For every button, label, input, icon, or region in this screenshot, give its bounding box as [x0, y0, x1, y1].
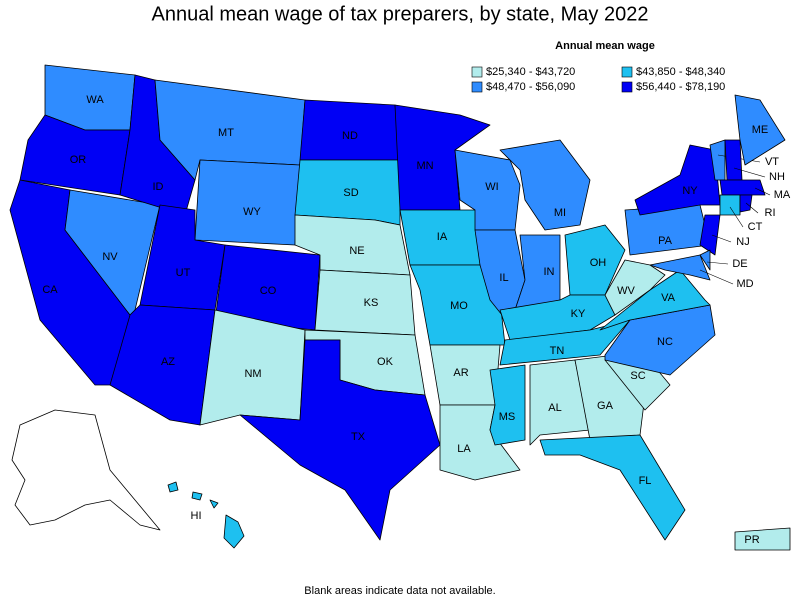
- state-label: OR: [70, 154, 87, 166]
- leader-line: [729, 206, 744, 228]
- state: [191, 491, 203, 501]
- alaska: [11, 409, 161, 531]
- state-label: MA: [774, 189, 791, 201]
- state-label: WY: [243, 206, 261, 218]
- state-label: CT: [748, 221, 763, 233]
- state: [719, 179, 766, 196]
- state-label: FL: [639, 475, 652, 487]
- state-label: OH: [590, 257, 607, 269]
- state: [624, 204, 711, 256]
- state-label: SD: [343, 187, 358, 199]
- state: [489, 364, 526, 446]
- legend-swatch: [621, 66, 633, 78]
- map-title: Annual mean wage of tax preparers, by st…: [152, 3, 649, 25]
- state-label: MS: [499, 411, 516, 423]
- state-label: KY: [571, 308, 586, 320]
- leader-line: [745, 202, 759, 214]
- state-label: CA: [42, 284, 58, 296]
- state: [167, 481, 179, 493]
- state: [699, 249, 711, 271]
- leader-line: [733, 167, 766, 178]
- legend-label: $48,470 - $56,090: [486, 81, 575, 93]
- state-label: NC: [657, 336, 673, 348]
- state: [209, 499, 219, 509]
- state-label: MD: [736, 278, 753, 290]
- state: [649, 254, 711, 281]
- state-label: CO: [260, 285, 277, 297]
- state: [734, 94, 786, 166]
- state-label: IL: [499, 272, 508, 284]
- state: [634, 144, 721, 216]
- state-label: AZ: [161, 356, 175, 368]
- state-label: NY: [682, 185, 698, 197]
- state-label: TN: [550, 345, 565, 357]
- state-label: VT: [765, 156, 779, 168]
- state-label: OK: [377, 356, 394, 368]
- state: [724, 139, 743, 181]
- leader-line: [706, 261, 729, 265]
- legend-swatch: [621, 81, 633, 93]
- state-label: NJ: [736, 236, 749, 248]
- state: [529, 359, 591, 446]
- state: [539, 434, 686, 541]
- state: [239, 339, 441, 541]
- leader-line: [699, 269, 734, 285]
- state-label: MT: [218, 127, 234, 139]
- legend-swatch: [471, 81, 483, 93]
- state: [739, 194, 753, 213]
- state-label: IN: [544, 266, 555, 278]
- leader-line: [711, 234, 732, 243]
- state-label: NE: [349, 245, 364, 257]
- state: [223, 514, 245, 549]
- state-label: MN: [416, 160, 433, 172]
- state-label: SC: [630, 370, 645, 382]
- state-label: ND: [342, 130, 358, 142]
- state: [564, 224, 626, 296]
- state-label: AL: [548, 402, 561, 414]
- state: [719, 194, 741, 216]
- state-label: NV: [102, 251, 118, 263]
- state-label: HI: [191, 510, 202, 522]
- state-label: MI: [554, 207, 566, 219]
- state-label: LA: [457, 443, 471, 455]
- state-label: GA: [597, 400, 614, 412]
- legend-label: $25,340 - $43,720: [486, 66, 575, 78]
- state: [734, 527, 791, 551]
- state: [604, 259, 666, 316]
- state-label: WV: [617, 285, 635, 297]
- state-label: PA: [658, 235, 673, 247]
- state-label: ME: [752, 124, 769, 136]
- state: [499, 139, 591, 231]
- state: [194, 159, 301, 246]
- legend-label: $56,440 - $78,190: [636, 81, 725, 93]
- state-label: DE: [732, 258, 747, 270]
- leader-line: [754, 187, 771, 196]
- state-label: ID: [153, 181, 164, 193]
- state-label: PR: [744, 534, 759, 546]
- state-label: MO: [450, 300, 468, 312]
- state-label: UT: [176, 267, 191, 279]
- legend-title: Annual mean wage: [555, 40, 655, 52]
- state-label: TX: [351, 431, 366, 443]
- legend-swatch: [471, 66, 483, 78]
- state-label: VA: [661, 292, 676, 304]
- state-label: IA: [437, 231, 448, 243]
- state-label: AR: [453, 367, 468, 379]
- legend-label: $43,850 - $48,340: [636, 66, 725, 78]
- state-label: RI: [765, 207, 776, 219]
- state-label: WA: [86, 94, 104, 106]
- state: [499, 319, 631, 366]
- footnote: Blank areas indicate data not available.: [304, 585, 495, 597]
- state-label: KS: [364, 297, 379, 309]
- state-label: NH: [769, 171, 785, 183]
- state: [699, 214, 721, 256]
- state-label: WI: [485, 181, 498, 193]
- state-label: NM: [244, 368, 261, 380]
